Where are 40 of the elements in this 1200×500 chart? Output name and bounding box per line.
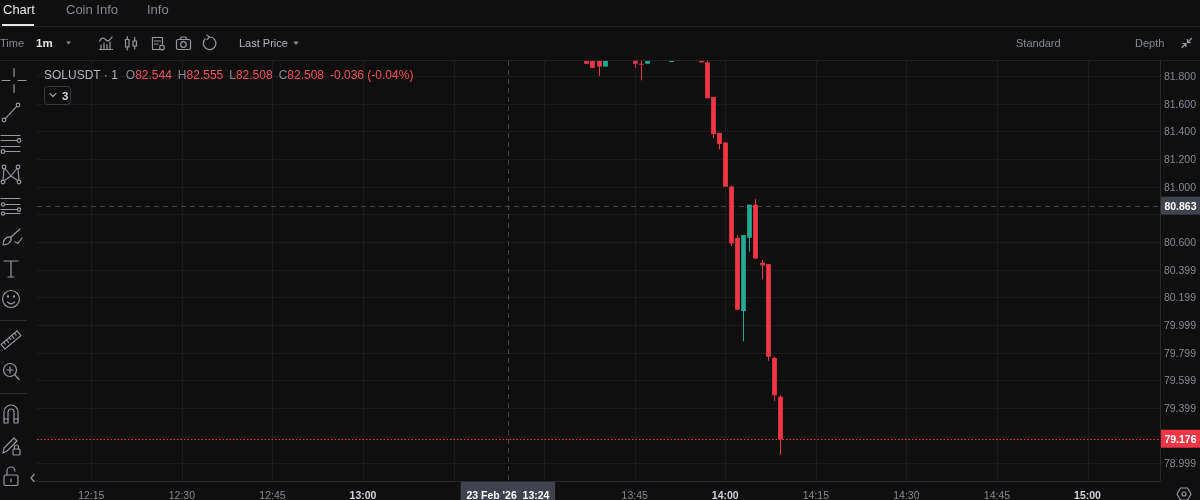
- y-tick-label: 80.199: [1163, 291, 1197, 304]
- y-tick-label: 81.600: [1163, 97, 1197, 110]
- text: Last Price: [239, 37, 288, 49]
- text: Depth: [1135, 37, 1165, 49]
- x-tick-label: 14:45: [983, 488, 1011, 500]
- text: Coin Info: [66, 1, 119, 17]
- candlestick: [639, 60, 644, 81]
- x-tick-label: 13:00: [349, 488, 377, 500]
- annotation: -0.036 (-0.04%): [330, 68, 414, 82]
- annotation: L82.508: [229, 68, 273, 82]
- text: Info: [147, 1, 169, 17]
- x-tick-label: 12:45: [259, 488, 286, 500]
- y-tick-label: 81.000: [1163, 180, 1197, 193]
- y-tick-label: 81.200: [1163, 153, 1197, 166]
- annotation: C82.508: [278, 68, 325, 82]
- y-tick-label: 79.399: [1163, 401, 1197, 414]
- ref-line-label: 23 Feb '26 13:24: [466, 488, 550, 500]
- x-tick-label: 12:30: [168, 488, 196, 500]
- text: 1m: [36, 37, 53, 49]
- annotation: 3: [62, 89, 69, 102]
- x-tick-label: 14:00: [711, 488, 739, 500]
- y-tick-label: 79.999: [1163, 319, 1197, 332]
- y-tick-label: 79.799: [1163, 346, 1197, 359]
- x-tick-label: 15:00: [1074, 488, 1102, 500]
- x-tick-label: 14:30: [893, 488, 920, 500]
- text: Standard: [1016, 37, 1061, 49]
- annotation: O82.544: [125, 68, 173, 82]
- y-tick-label: 81.400: [1163, 125, 1197, 138]
- x-tick-label: 12:15: [78, 488, 105, 500]
- annotation: H82.555: [177, 68, 224, 82]
- y-tick-label: 81.800: [1163, 70, 1197, 83]
- y-tick-label: 79.599: [1163, 374, 1197, 387]
- x-tick-label: 14:15: [802, 488, 830, 500]
- text: SOLUSDT · 1: [44, 68, 119, 82]
- y-tick-label: 80.600: [1163, 235, 1197, 248]
- text: Chart: [3, 1, 36, 17]
- text: Time: [0, 37, 25, 49]
- y-tick-label: 78.999: [1163, 457, 1197, 470]
- x-tick-label: 13:45: [621, 488, 649, 500]
- y-tick-label: 80.399: [1163, 263, 1197, 276]
